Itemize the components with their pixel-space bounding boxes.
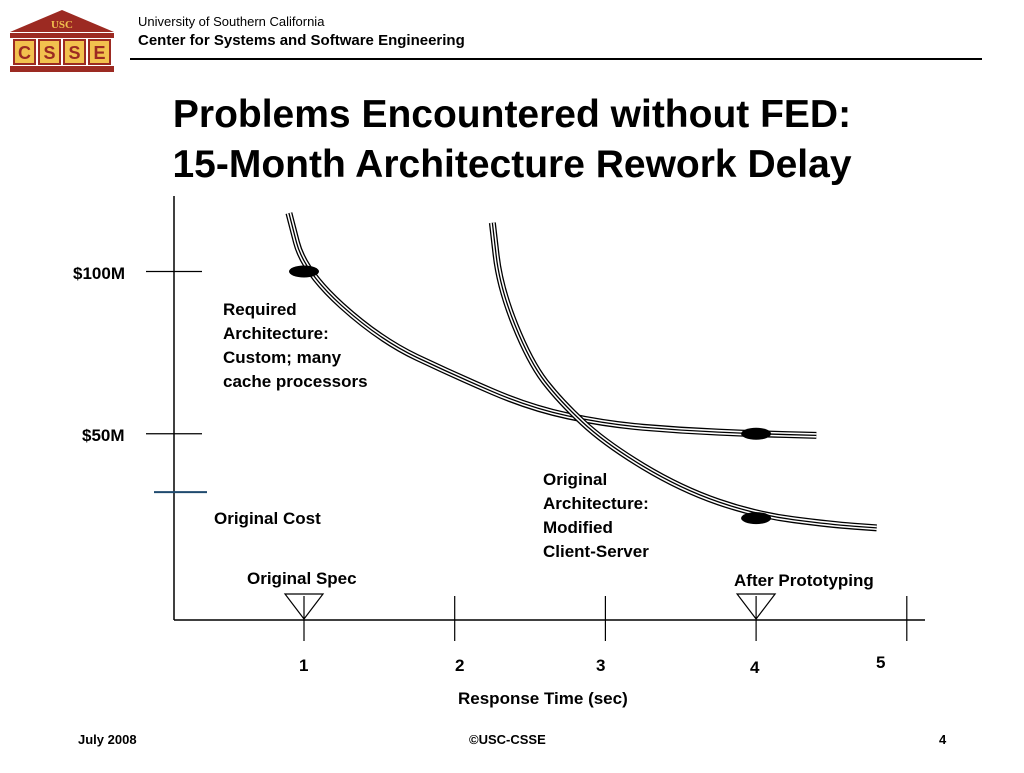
header-divider [130,58,982,60]
logo-block [88,39,111,65]
required-architecture-marker [289,265,319,278]
university-name: University of Southern California [138,14,325,29]
original-architecture-label-line: Original [543,470,608,489]
slide-title: Problems Encountered without FED: 15-Mon… [0,90,1024,190]
required-architecture-label-line: Custom; many [223,348,342,367]
after-prototyping-annotation: After Prototyping [734,571,874,590]
original-architecture-curve-core [491,222,877,529]
original-architecture-label-line: Client-Server [543,542,649,561]
footer-copyright: ©USC-CSSE [469,732,546,747]
x-tick-label: 5 [876,653,886,672]
footer-date: July 2008 [78,732,137,747]
x-tick-label: 3 [596,656,606,675]
original-architecture-label-line: Architecture: [543,494,649,513]
annotation-triangle-marker [283,593,325,620]
logo-letter: C [18,43,31,63]
logo-block [38,39,61,65]
title-line-2: 15-Month Architecture Rework Delay [172,143,852,186]
logo-letter: S [43,43,55,63]
required-architecture-marker [741,427,772,440]
x-axis-title: Response Time (sec) [458,689,628,708]
footer-page-number: 4 [939,732,947,747]
required-architecture-curve [285,212,817,439]
required-architecture-label: Required Architecture: Custom; many cach… [223,298,368,394]
annotation-triangle-marker [735,593,777,620]
original-architecture-label: Original Architecture: Modified Client-S… [543,468,649,564]
logo-letter: E [93,43,105,63]
logo-usc-text: USC [51,19,73,31]
original-cost-label: Original Cost [214,509,321,528]
x-tick-label: 4 [750,658,760,677]
y-tick-label-100m: $100M [73,264,125,283]
logo-letter: S [68,43,80,63]
title-line-1: Problems Encountered without FED: [172,93,852,136]
original-spec-annotation: Original Spec [247,569,357,588]
original-architecture-marker [741,512,772,525]
center-name: Center for Systems and Software Engineer… [138,32,465,49]
original-architecture-label-line: Modified [543,518,613,537]
logo-block [13,39,36,65]
required-architecture-label-line: Architecture: [223,324,329,343]
required-architecture-label-line: Required [223,300,297,319]
x-tick-label: 2 [455,656,465,675]
x-tick-label: 1 [299,656,309,675]
logo-block [63,39,86,65]
y-tick-label-50m: $50M [82,426,125,445]
required-architecture-label-line: cache processors [223,372,368,391]
